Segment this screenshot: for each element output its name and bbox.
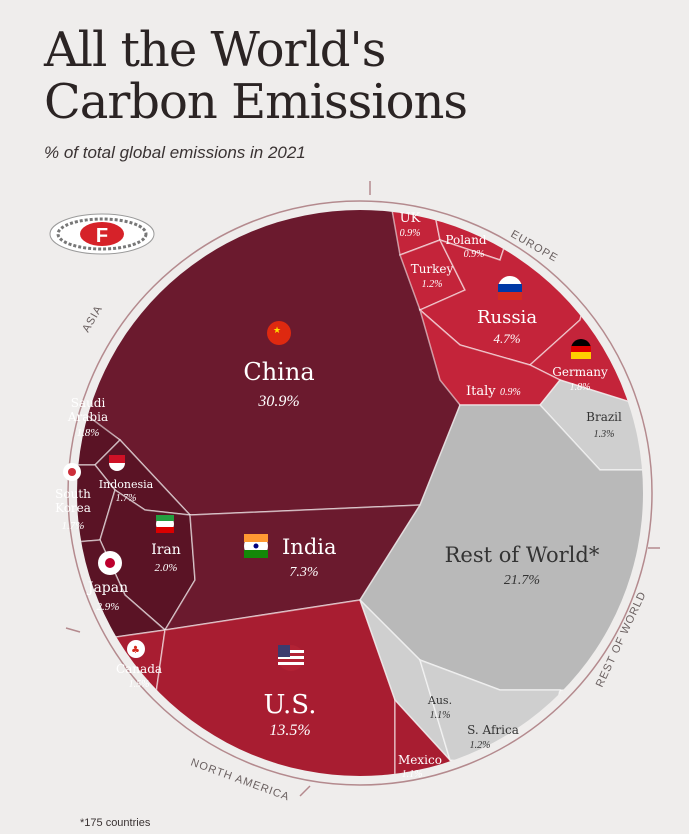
japan-flag-icon xyxy=(98,551,122,575)
label-japan: Japan xyxy=(86,580,128,596)
region-label-north-america: NORTH AMERICA xyxy=(189,757,291,804)
label-rest-of-world: Rest of World* xyxy=(445,543,600,567)
label-saudi-arabia-line2: Arabia xyxy=(67,410,108,424)
value-poland: 0.9% xyxy=(464,249,485,260)
ring-tick-left xyxy=(65,627,81,633)
indonesia-flag-icon xyxy=(109,455,125,471)
germany-flag-icon xyxy=(571,339,591,359)
title-line-2: Carbon Emissions xyxy=(44,74,468,130)
ring-tick-bottom xyxy=(299,785,311,797)
label-iran: Iran xyxy=(151,542,181,558)
brand-logo: F xyxy=(49,213,155,255)
india-flag-icon xyxy=(244,534,268,558)
label-turkey: Turkey xyxy=(411,262,454,276)
value-india: 7.3% xyxy=(289,565,318,580)
label-china: China xyxy=(243,358,314,386)
value-mexico: 1.1% xyxy=(402,769,423,780)
china-flag-icon: ★ xyxy=(267,321,291,345)
page-subtitle: % of total global emissions in 2021 xyxy=(44,143,306,162)
label-brazil: Brazil xyxy=(586,410,622,424)
value-south-africa: 1.2% xyxy=(470,740,491,751)
label-us: U.S. xyxy=(264,690,317,720)
value-italy: 0.9% xyxy=(500,387,521,398)
iran-flag-icon xyxy=(156,515,174,533)
value-germany: 1.8% xyxy=(570,382,591,393)
value-russia: 4.7% xyxy=(493,331,520,346)
label-south-korea-line2: Korea xyxy=(55,501,91,515)
page-title: All the World's Carbon Emissions xyxy=(44,22,468,130)
region-label-asia: ASIA xyxy=(80,303,105,334)
brand-logo-letter: F xyxy=(96,225,108,247)
label-germany: Germany xyxy=(552,365,608,379)
label-russia: Russia xyxy=(477,307,537,328)
value-turkey: 1.2% xyxy=(422,279,443,290)
label-australia: Aus. xyxy=(427,694,452,707)
outer-ring xyxy=(67,200,653,786)
label-south-korea-line1: South xyxy=(55,487,91,501)
label-italy: Italy xyxy=(466,384,496,399)
south-korea-flag-icon xyxy=(63,463,81,481)
value-australia: 1.1% xyxy=(430,710,451,721)
svg-text:★: ★ xyxy=(273,326,281,336)
label-mexico: Mexico xyxy=(398,753,442,767)
value-iran: 2.0% xyxy=(155,562,178,574)
footnote: *175 countries xyxy=(80,817,151,829)
label-saudi-arabia-line1: Saudi xyxy=(71,396,106,410)
value-us: 13.5% xyxy=(269,722,310,739)
value-brazil: 1.3% xyxy=(594,429,615,440)
label-canada: Canada xyxy=(116,662,162,676)
label-india: India xyxy=(282,535,337,559)
value-uk: 0.9% xyxy=(400,228,421,239)
label-uk: UK xyxy=(400,211,421,226)
title-line-1: All the World's xyxy=(44,22,386,78)
label-south-africa: S. Africa xyxy=(467,723,519,737)
canada-flag-icon: ♣ xyxy=(127,640,145,658)
label-indonesia: Indonesia xyxy=(99,478,154,491)
value-japan: 2.9% xyxy=(97,601,120,613)
svg-text:♣: ♣ xyxy=(131,645,140,656)
value-south-korea: 1.7% xyxy=(62,520,85,532)
value-rest-of-world: 21.7% xyxy=(504,573,540,588)
value-canada: 1.5% xyxy=(129,679,150,690)
label-poland: Poland xyxy=(445,233,487,247)
us-flag-icon xyxy=(278,645,304,671)
value-indonesia: 1.7% xyxy=(116,493,137,504)
value-saudi-arabia: 1.8% xyxy=(77,427,100,439)
value-china: 30.9% xyxy=(257,393,299,410)
russia-flag-icon xyxy=(498,276,522,300)
